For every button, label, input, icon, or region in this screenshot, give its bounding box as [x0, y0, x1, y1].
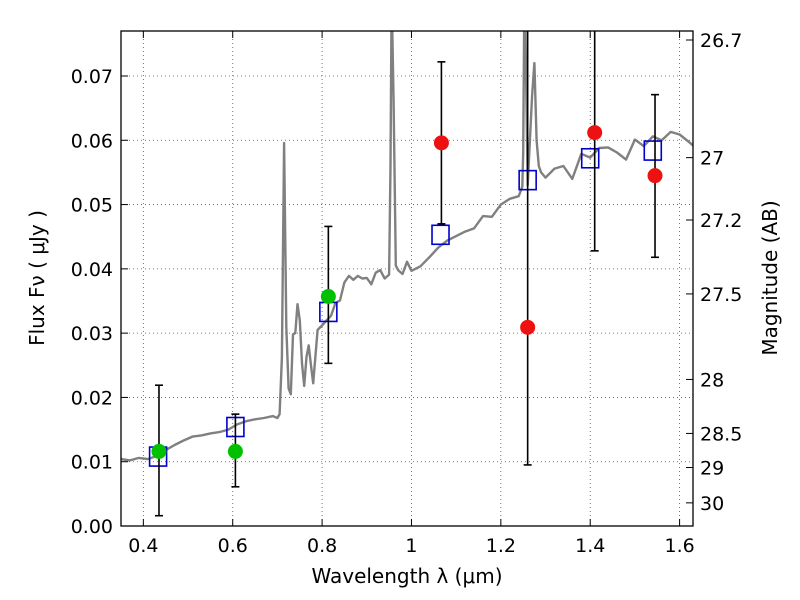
x-tick-label: 1 — [405, 535, 417, 557]
y2-axis-label: Magnitude (AB) — [758, 200, 782, 355]
nondetection-point — [433, 135, 449, 151]
model-photometry-box — [580, 147, 600, 169]
y-tick-label: 0.06 — [71, 130, 113, 152]
detection-point — [320, 289, 336, 304]
y-axis-label: Flux Fν ( μJy ) — [25, 210, 49, 346]
nondetection-point — [520, 319, 536, 335]
plot-background — [121, 31, 693, 526]
y-tick-label: 0.05 — [71, 195, 113, 217]
axis-ticks: 0.4 0.6 0.8 1 1.2 1.4 1.6 0.00 0.01 0.02 0.03 0.04 0… — [71, 30, 743, 557]
y2-tick-label: 30 — [700, 493, 724, 515]
y-tick-label: 0.04 — [71, 259, 113, 281]
nondetection-point — [647, 168, 663, 184]
y2-tick-label: 28 — [700, 369, 724, 391]
detection-point — [151, 443, 167, 459]
x-tick-label: 1.4 — [575, 535, 605, 557]
x-tick-label: 0.4 — [128, 535, 158, 557]
y2-tick-label: 27.5 — [700, 284, 742, 306]
x-tick-label: 1.2 — [486, 535, 516, 557]
y-tick-label: 0.00 — [71, 516, 113, 538]
x-axis-label: Wavelength λ (μm) — [311, 564, 502, 588]
nondetection-point — [587, 125, 603, 141]
y-tick-label: 0.01 — [71, 452, 113, 474]
x-tick-label: 1.6 — [664, 535, 694, 557]
y2-tick-label: 28.5 — [700, 423, 742, 445]
y2-tick-label: 27 — [700, 148, 724, 170]
y2-tick-label: 27.2 — [700, 210, 742, 232]
y-tick-label: 0.07 — [71, 66, 113, 88]
x-tick-label: 0.8 — [307, 535, 337, 557]
model-photometry-box — [431, 224, 450, 246]
y2-tick-label: 26.7 — [700, 30, 742, 52]
y2-tick-label: 29 — [700, 458, 724, 480]
x-tick-label: 0.6 — [218, 535, 248, 557]
plot-data — [121, 31, 693, 517]
plot-frame — [120, 30, 694, 527]
grid — [121, 31, 693, 526]
model-photometry-box — [643, 140, 663, 161]
detection-point — [227, 443, 243, 459]
y-tick-label: 0.02 — [71, 387, 113, 409]
spectrum-line — [121, 31, 693, 462]
y-tick-label: 0.03 — [71, 323, 113, 345]
